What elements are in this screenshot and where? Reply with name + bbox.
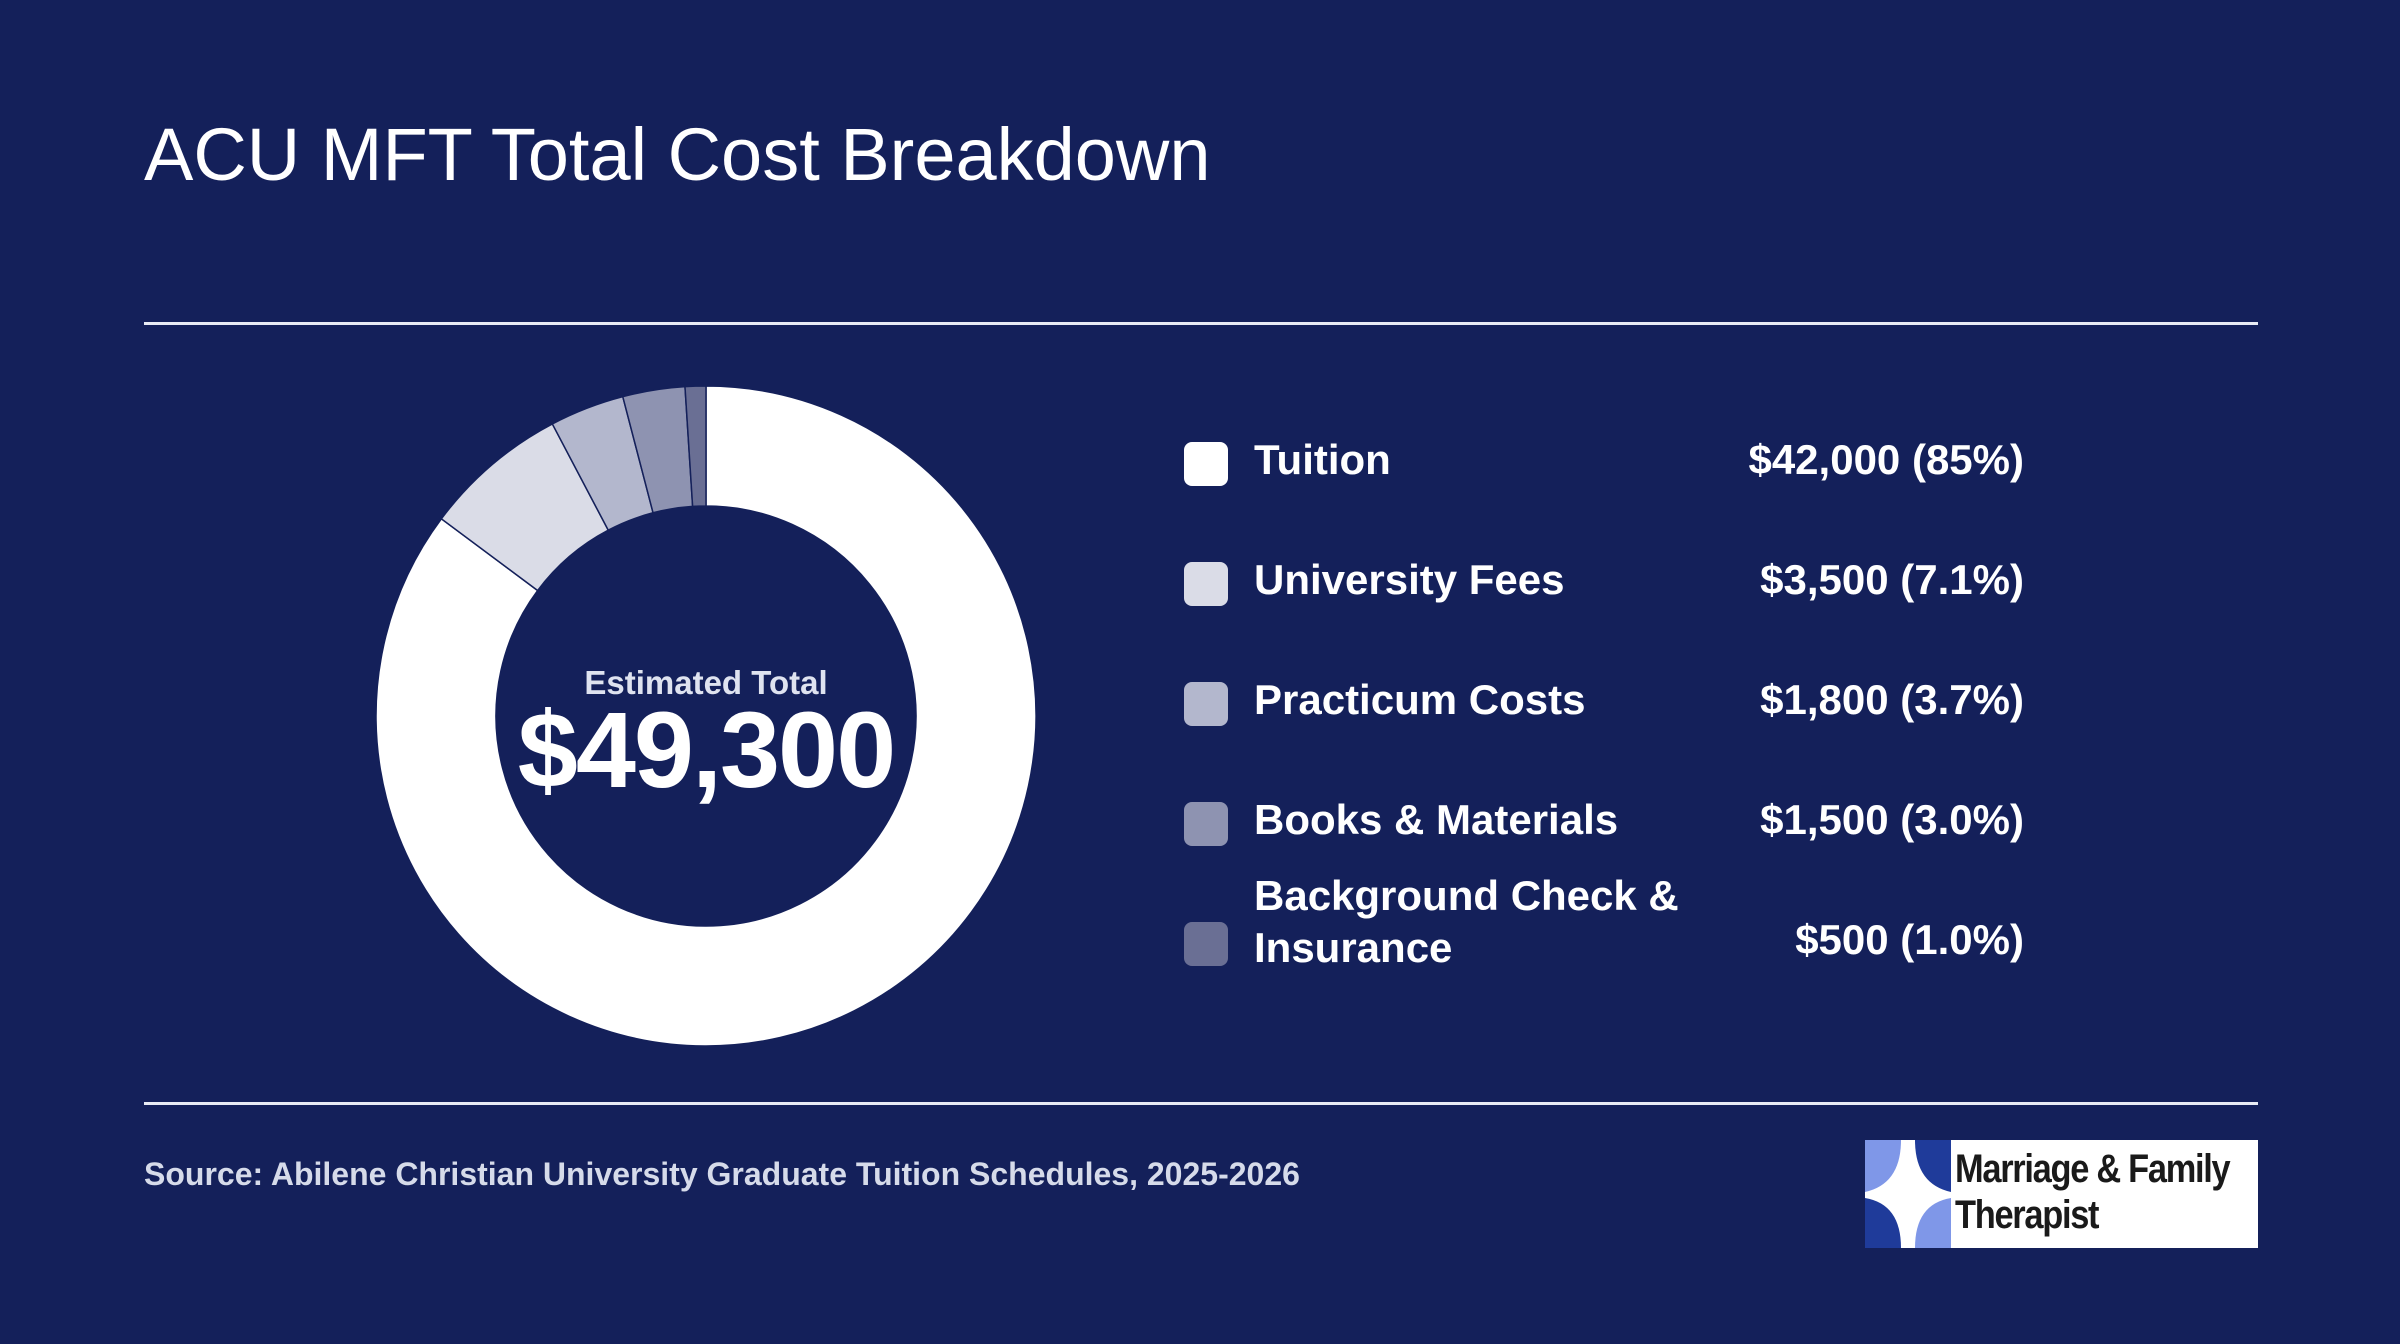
logo-line-2: Therapist	[1955, 1193, 2100, 1237]
legend-label: Practicum Costs	[1254, 676, 1586, 723]
legend-item-books-materials: Books & Materials $1,500 (3.0%)	[1184, 780, 2024, 890]
donut-svg	[375, 385, 1037, 1047]
legend-swatch	[1184, 922, 1228, 966]
legend-value: $1,800 (3.7%)	[1760, 676, 2024, 723]
donut-slice-tuition	[375, 385, 1037, 1047]
donut-chart: Estimated Total $49,300	[371, 381, 1041, 1051]
legend-label: Books & Materials	[1254, 796, 1619, 843]
legend-label: Background Check & Insurance	[1254, 872, 1679, 971]
legend-label: University Fees	[1254, 556, 1565, 603]
logo-text: Marriage & Family Therapist	[1955, 1146, 2231, 1238]
legend-swatch	[1184, 802, 1228, 846]
chart-title: ACU MFT Total Cost Breakdown	[144, 113, 1211, 196]
legend-value: $1,500 (3.0%)	[1760, 796, 2024, 843]
top-divider	[144, 322, 2258, 325]
legend-swatch	[1184, 442, 1228, 486]
legend-item-practicum-costs: Practicum Costs $1,800 (3.7%)	[1184, 660, 2024, 770]
legend-value: $3,500 (7.1%)	[1760, 556, 2024, 603]
center-total-label: Estimated Total	[584, 664, 828, 701]
legend-swatch	[1184, 682, 1228, 726]
legend-item-background-check-insurance: Background Check & Insurance $500 (1.0%)	[1184, 872, 2024, 1010]
legend-value: $500 (1.0%)	[1795, 916, 2024, 963]
donut-slice-background-check-insurance	[684, 385, 707, 508]
logo-line-1: Marriage & Family	[1955, 1147, 2231, 1191]
legend-value: $42,000 (85%)	[1748, 436, 2024, 483]
legend-item-tuition: Tuition $42,000 (85%)	[1184, 420, 2024, 530]
bottom-divider	[144, 1102, 2258, 1105]
legend-swatch	[1184, 562, 1228, 606]
brand-logo: Marriage & Family Therapist	[1865, 1140, 2258, 1248]
center-total-value: $49,300	[517, 689, 896, 810]
source-note: Source: Abilene Christian University Gra…	[144, 1156, 1300, 1192]
logo-mark-icon	[1865, 1140, 1951, 1248]
legend-item-university-fees: University Fees $3,500 (7.1%)	[1184, 540, 2024, 650]
legend-label: Tuition	[1254, 436, 1391, 483]
